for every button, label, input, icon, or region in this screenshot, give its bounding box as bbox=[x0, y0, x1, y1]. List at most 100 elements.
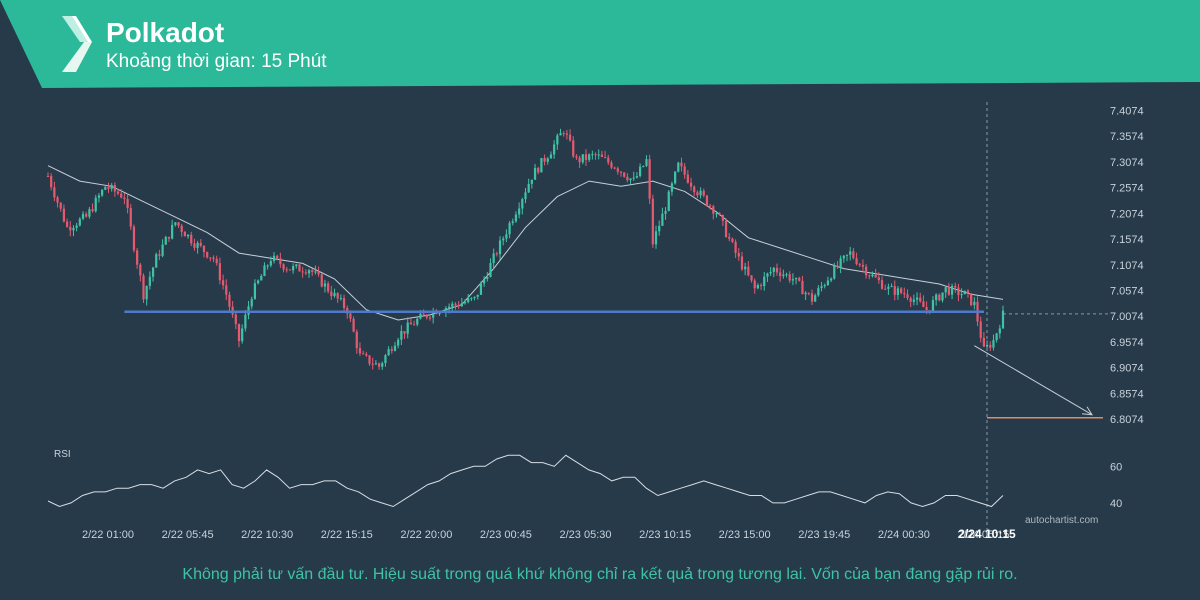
candle-body bbox=[960, 294, 963, 296]
candle-body bbox=[444, 308, 448, 312]
candle-body bbox=[756, 284, 759, 289]
candle-body bbox=[206, 252, 209, 258]
candle-body bbox=[69, 226, 72, 231]
candle-body bbox=[810, 293, 814, 302]
candle-body bbox=[492, 253, 495, 264]
candle-body bbox=[116, 191, 120, 194]
candle-body bbox=[368, 355, 371, 364]
candle-body bbox=[922, 301, 925, 308]
candle-body bbox=[65, 221, 69, 227]
candle-body bbox=[473, 296, 476, 298]
y-tick-label: 7.0574 bbox=[1110, 285, 1144, 297]
candle-body bbox=[654, 231, 658, 245]
candle-body bbox=[982, 337, 986, 347]
candle-body bbox=[320, 274, 323, 287]
x-tick-label: 2/24 05:15 bbox=[957, 529, 1009, 541]
candle-body bbox=[518, 208, 521, 215]
candle-body bbox=[253, 283, 257, 299]
candle-body bbox=[416, 318, 419, 325]
candle-body bbox=[292, 266, 295, 271]
candle-body bbox=[817, 288, 820, 296]
candle-body bbox=[438, 312, 441, 314]
candle-body bbox=[123, 197, 126, 199]
candle-body bbox=[887, 286, 890, 290]
candle-body bbox=[970, 293, 973, 306]
candle-body bbox=[543, 158, 546, 162]
candle-body bbox=[470, 297, 473, 299]
y-tick-label: 6.9574 bbox=[1110, 337, 1144, 349]
x-tick-label: 2/22 15:15 bbox=[321, 529, 373, 541]
candle-body bbox=[508, 223, 511, 235]
candle-body bbox=[371, 363, 374, 365]
y-tick-label: 7.3574 bbox=[1110, 131, 1144, 143]
y-tick-label: 7.4074 bbox=[1110, 105, 1144, 117]
candle-body bbox=[212, 257, 215, 259]
candle-body bbox=[836, 265, 839, 268]
candle-body bbox=[85, 213, 88, 217]
candle-body bbox=[537, 167, 540, 173]
candle-body bbox=[374, 363, 377, 365]
candle-body bbox=[397, 339, 400, 346]
candle-body bbox=[183, 231, 186, 237]
candle-body bbox=[406, 322, 409, 334]
candle-body bbox=[533, 167, 537, 180]
candle-body bbox=[177, 222, 180, 226]
candle-body bbox=[75, 225, 78, 228]
candle-body bbox=[362, 353, 365, 355]
candle-body bbox=[349, 313, 352, 319]
header-banner bbox=[0, 0, 1200, 88]
candle-body bbox=[909, 297, 912, 302]
candle-body bbox=[158, 254, 161, 256]
candle-body bbox=[683, 166, 686, 175]
candle-body bbox=[199, 242, 202, 246]
candle-body bbox=[225, 285, 228, 295]
candle-body bbox=[823, 285, 826, 287]
y-tick-label: 7.2074 bbox=[1110, 208, 1144, 220]
y-tick-label: 6.9074 bbox=[1110, 363, 1144, 375]
candle-body bbox=[989, 344, 992, 348]
candle-body bbox=[734, 241, 737, 254]
candle-body bbox=[610, 162, 613, 168]
candle-body bbox=[549, 154, 553, 159]
candle-body bbox=[750, 275, 753, 281]
candle-body bbox=[272, 255, 276, 262]
candle-body bbox=[546, 158, 549, 162]
candle-body bbox=[903, 292, 906, 295]
candle-body bbox=[403, 331, 406, 334]
candle-body bbox=[336, 293, 339, 299]
candle-body bbox=[384, 355, 387, 364]
candle-body bbox=[314, 271, 317, 273]
candle-body bbox=[419, 313, 422, 319]
candle-body bbox=[877, 277, 880, 281]
candle-body bbox=[502, 238, 505, 241]
x-tick-label: 2/22 05:45 bbox=[162, 529, 214, 541]
candle-body bbox=[151, 267, 155, 277]
candle-body bbox=[393, 345, 397, 351]
candle-body bbox=[724, 220, 728, 238]
candle-body bbox=[740, 256, 744, 270]
candle-body bbox=[759, 284, 763, 286]
candle-body bbox=[530, 179, 533, 184]
candle-body bbox=[81, 213, 85, 219]
candle-body bbox=[900, 288, 903, 293]
candle-body bbox=[619, 171, 623, 173]
candle-body bbox=[712, 206, 715, 214]
candle-body bbox=[874, 274, 877, 278]
candle-body bbox=[686, 174, 689, 183]
candle-body bbox=[702, 190, 705, 196]
chart-interval: Khoảng thời gian: 15 Phút bbox=[106, 51, 327, 72]
candle-body bbox=[804, 292, 807, 295]
candle-body bbox=[992, 340, 995, 348]
candle-body bbox=[833, 265, 836, 279]
candle-body bbox=[390, 349, 393, 351]
candle-body bbox=[422, 313, 425, 315]
candle-body bbox=[603, 156, 607, 158]
candle-body bbox=[938, 294, 941, 301]
candle-body bbox=[651, 198, 654, 245]
candle-body bbox=[358, 348, 362, 354]
candle-body bbox=[597, 154, 600, 156]
candle-body bbox=[266, 265, 269, 267]
candle-body bbox=[855, 258, 858, 265]
candle-body bbox=[791, 279, 795, 281]
candle-body bbox=[689, 182, 693, 187]
